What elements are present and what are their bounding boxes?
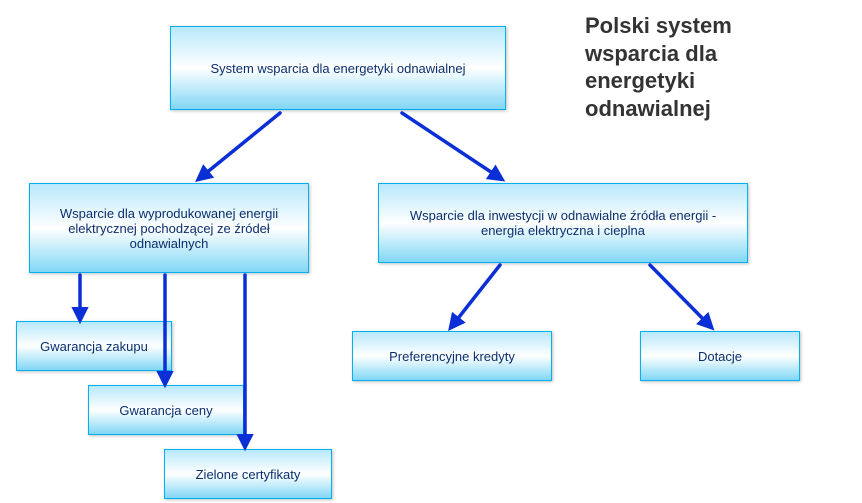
node-gwarancja-ceny: Gwarancja ceny (88, 385, 244, 435)
node-preferencyjne-kredyty: Preferencyjne kredyty (352, 331, 552, 381)
diagram-title: Polski system wsparcia dla energetyki od… (585, 12, 732, 122)
arrow (650, 265, 710, 326)
arrow (200, 113, 280, 178)
node-gc-label: Gwarancja ceny (119, 403, 212, 418)
node-gz-label: Gwarancja zakupu (40, 339, 148, 354)
node-root-label: System wsparcia dla energetyki odnawialn… (210, 61, 465, 76)
node-dot-label: Dotacje (698, 349, 742, 364)
node-left-label: Wsparcie dla wyprodukowanej energii elek… (40, 206, 298, 251)
arrow (402, 113, 500, 178)
node-dotacje: Dotacje (640, 331, 800, 381)
node-right-branch: Wsparcie dla inwestycji w odnawialne źró… (378, 183, 748, 263)
arrow (452, 265, 500, 326)
node-right-label: Wsparcie dla inwestycji w odnawialne źró… (389, 208, 737, 238)
node-left-branch: Wsparcie dla wyprodukowanej energii elek… (29, 183, 309, 273)
node-zielone-certyfikaty: Zielone certyfikaty (164, 449, 332, 499)
node-root: System wsparcia dla energetyki odnawialn… (170, 26, 506, 110)
node-gwarancja-zakupu: Gwarancja zakupu (16, 321, 172, 371)
node-pk-label: Preferencyjne kredyty (389, 349, 515, 364)
node-zc-label: Zielone certyfikaty (196, 467, 301, 482)
